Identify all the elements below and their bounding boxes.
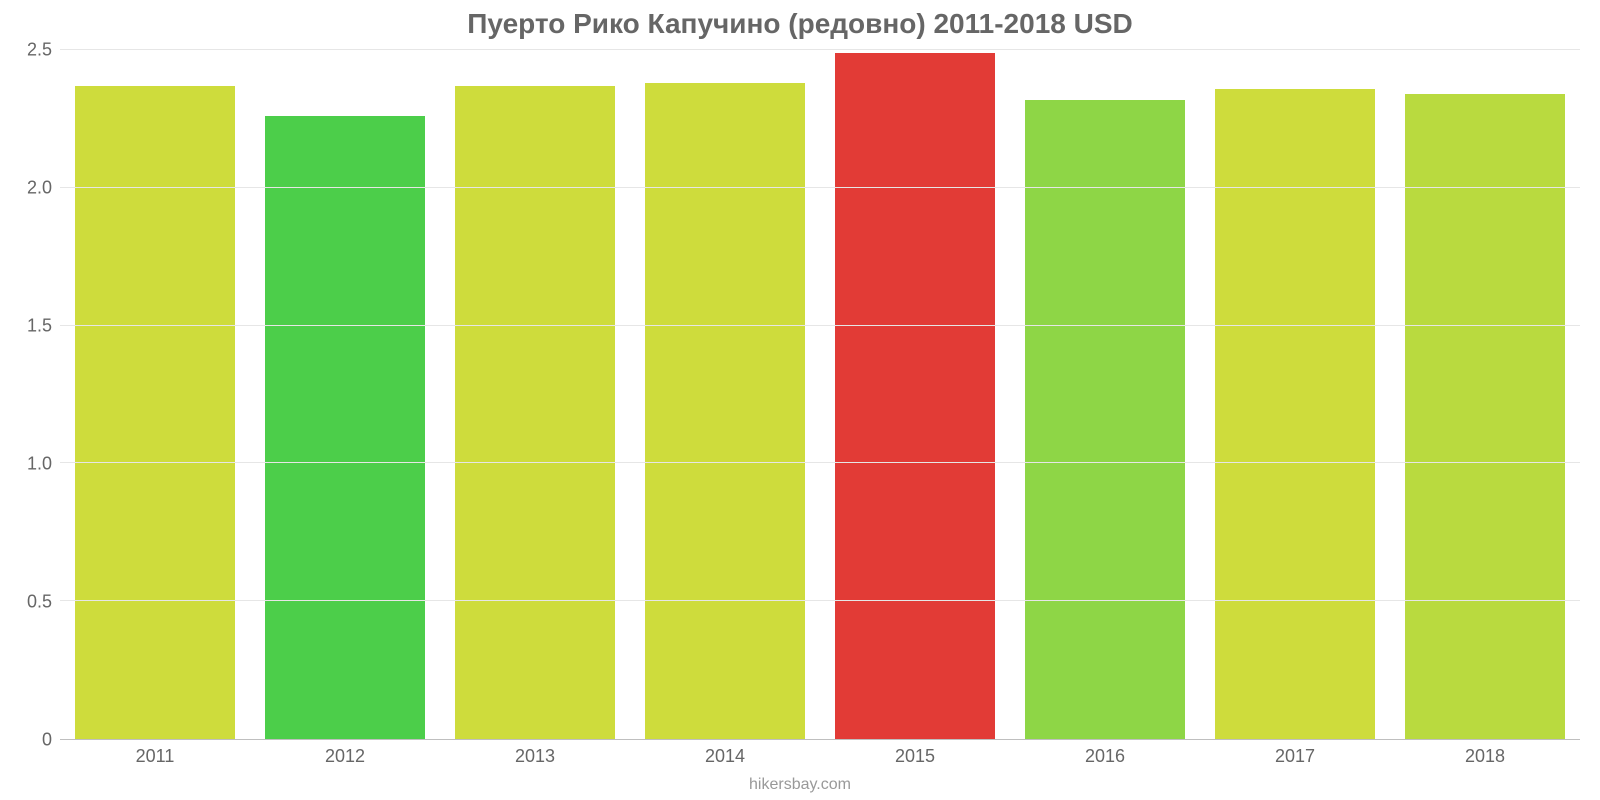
bar-slot: 2,4 щ.д.2017 [1200, 50, 1390, 739]
y-tick-label: 0 [8, 730, 52, 751]
bar-slot: 2,4 щ.д.2014 [630, 50, 820, 739]
bar [455, 86, 615, 739]
x-tick-label: 2017 [1275, 746, 1315, 767]
gridline [60, 600, 1580, 601]
bar [835, 53, 995, 739]
x-tick-label: 2012 [325, 746, 365, 767]
y-tick-label: 2.0 [8, 178, 52, 199]
gridline [60, 325, 1580, 326]
gridline [60, 462, 1580, 463]
bar-slot: 2,3 щ.д.2018 [1390, 50, 1580, 739]
bar-slot: 2,3 щ.д.2016 [1010, 50, 1200, 739]
attribution-text: hikersbay.com [0, 776, 1600, 794]
x-tick-label: 2018 [1465, 746, 1505, 767]
x-tick-label: 2011 [136, 746, 175, 767]
bars-group: 2,4 щ.д.20112,3 щ.д.20122,4 щ.д.20132,4 … [60, 50, 1580, 739]
plot-area: 2,4 щ.д.20112,3 щ.д.20122,4 щ.д.20132,4 … [60, 50, 1580, 740]
y-tick-label: 2.5 [8, 40, 52, 61]
bar [1405, 94, 1565, 739]
bar-slot: 2,3 щ.д.2012 [250, 50, 440, 739]
bar [265, 116, 425, 739]
x-tick-label: 2016 [1085, 746, 1125, 767]
bar [645, 83, 805, 739]
chart-title: Пуерто Рико Капучино (редовно) 2011-2018… [0, 8, 1600, 40]
y-tick-label: 1.0 [8, 454, 52, 475]
x-tick-label: 2013 [515, 746, 555, 767]
bar [1025, 100, 1185, 739]
bar-slot: 2,4 щ.д.2011 [60, 50, 250, 739]
bar [75, 86, 235, 739]
gridline [60, 49, 1580, 50]
x-tick-label: 2015 [895, 746, 935, 767]
chart-container: Пуерто Рико Капучино (редовно) 2011-2018… [0, 0, 1600, 800]
bar-slot: 2,4 щ.д.2013 [440, 50, 630, 739]
bar-slot: 2,5 щ.д.2015 [820, 50, 1010, 739]
x-tick-label: 2014 [705, 746, 745, 767]
gridline [60, 187, 1580, 188]
y-tick-label: 0.5 [8, 592, 52, 613]
y-tick-label: 1.5 [8, 316, 52, 337]
